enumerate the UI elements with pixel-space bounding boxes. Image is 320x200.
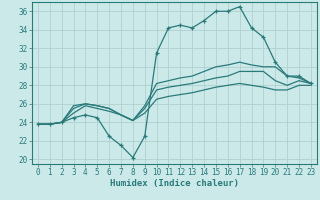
X-axis label: Humidex (Indice chaleur): Humidex (Indice chaleur) [110, 179, 239, 188]
